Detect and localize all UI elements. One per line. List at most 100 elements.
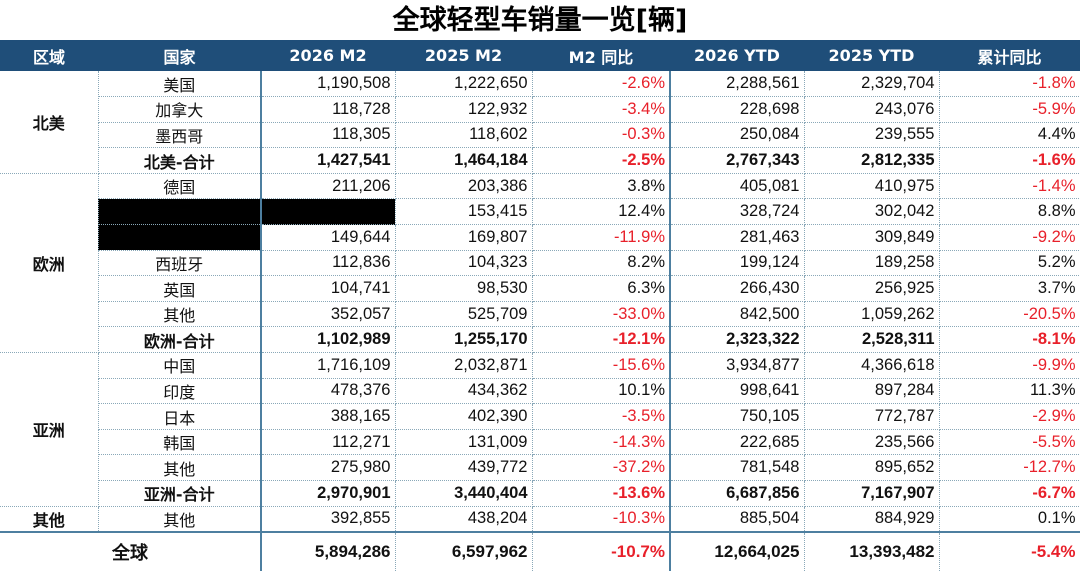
header-region: 区域 <box>0 40 98 71</box>
subtotal-label: 亚洲-合计 <box>98 480 262 507</box>
cell-m2-2025: 402,390 <box>395 403 533 430</box>
country-name: 其他 <box>98 301 262 328</box>
cell-m2-2026: 149,644 <box>261 224 396 251</box>
header-ytd-yoy: 累计同比 <box>939 40 1080 71</box>
cell-m2-2025: 438,204 <box>395 506 533 533</box>
cell-m2-2025: 1,222,650 <box>395 71 533 98</box>
cell-ytd-yoy: -1.6% <box>939 147 1080 174</box>
cell-m2-2026: 112,836 <box>261 250 396 277</box>
table-row: 149,644 169,807 -11.9% 281,463 309,849 -9.2% <box>0 224 1080 251</box>
cell-m2-yoy: -0.3% <box>532 122 671 149</box>
country-name: 美国 <box>98 71 262 98</box>
cell-ytd-yoy: 11.3% <box>939 378 1080 405</box>
cell-ytd-yoy: -12.7% <box>939 454 1080 481</box>
cell-m2-2025: 131,009 <box>395 429 533 456</box>
cell-ytd-2025: 410,975 <box>804 173 940 200</box>
cell-ytd-2026: 3,934,877 <box>670 352 805 379</box>
cell-ytd-2026: 781,548 <box>670 454 805 481</box>
cell-ytd-yoy: 5.2% <box>939 250 1080 277</box>
cell-ytd-2025: 1,059,262 <box>804 301 940 328</box>
cell-m2-2026: 1,190,508 <box>261 71 396 98</box>
cell-ytd-yoy: -1.8% <box>939 71 1080 98</box>
cell-m2-2026: 478,376 <box>261 378 396 405</box>
cell-ytd-yoy: -1.4% <box>939 173 1080 200</box>
cell-ytd-2026: 750,105 <box>670 403 805 430</box>
cell-ytd-2025: 772,787 <box>804 403 940 430</box>
table-row: 其他 352,057 525,709 -33.0% 842,500 1,059,262 -2… <box>0 301 1080 328</box>
cell-ytd-2025: 189,258 <box>804 250 940 277</box>
cell-ytd-yoy: 0.1% <box>939 506 1080 533</box>
cell-m2-2026: 118,728 <box>261 96 396 123</box>
subtotal-row: 欧洲-合计 1,102,989 1,255,170 -12.1% 2,323,322 2,… <box>0 326 1080 354</box>
sales-table: 区域 国家 2026 M2 2025 M2 M2 同比 2026 YTD 202… <box>0 40 1080 571</box>
cell-m2-2025: 98,530 <box>395 275 533 302</box>
subtotal-row: 亚洲-合计 2,970,901 3,440,404 -13.6% 6,687,856 7,… <box>0 480 1080 507</box>
cell-ytd-2025: 2,812,335 <box>804 147 940 174</box>
global-cell-ytd-2026: 12,664,025 <box>670 530 805 571</box>
cell-ytd-2026: 222,685 <box>670 429 805 456</box>
subtotal-label: 北美-合计 <box>98 147 262 174</box>
cell-m2-2025: 1,255,170 <box>395 326 533 354</box>
cell-m2-2025: 1,464,184 <box>395 147 533 174</box>
cell-m2-2025: 3,440,404 <box>395 480 533 507</box>
table-row: 日本 388,165 402,390 -3.5% 750,105 772,787 -2.9% <box>0 403 1080 430</box>
global-label: 全球 <box>0 530 262 571</box>
table-row: 欧洲 德国 211,206 203,386 3.8% 405,081 410,975 -1.4… <box>0 173 1080 354</box>
country-name: 韩国 <box>98 429 262 456</box>
table-row: 亚洲 中国 1,716,109 2,032,871 -15.6% 3,934,877 4,3… <box>0 352 1080 507</box>
cell-m2-yoy: 12.4% <box>532 198 671 226</box>
country-name: 德国 <box>98 173 262 200</box>
cell-ytd-2026: 842,500 <box>670 301 805 328</box>
cell-ytd-yoy: -5.9% <box>939 96 1080 123</box>
cell-ytd-2026: 266,430 <box>670 275 805 302</box>
cell-m2-2026: 1,102,989 <box>261 326 396 354</box>
country-name: 其他 <box>98 506 262 533</box>
cell-ytd-2026: 2,288,561 <box>670 71 805 98</box>
table-row: 英国 104,741 98,530 6.3% 266,430 256,925 3.7% <box>0 275 1080 302</box>
cell-ytd-2026: 281,463 <box>670 224 805 251</box>
table-row: 西班牙 112,836 104,323 8.2% 199,124 189,258 5.2% <box>0 250 1080 277</box>
cell-m2-yoy: -3.4% <box>532 96 671 123</box>
redacted-value <box>261 198 396 226</box>
cell-m2-2025: 2,032,871 <box>395 352 533 379</box>
cell-m2-2025: 439,772 <box>395 454 533 481</box>
header-m2-yoy: M2 同比 <box>532 40 670 71</box>
country-name: 墨西哥 <box>98 122 262 149</box>
cell-ytd-2026: 199,124 <box>670 250 805 277</box>
country-name: 西班牙 <box>98 250 262 277</box>
cell-ytd-2025: 7,167,907 <box>804 480 940 507</box>
cell-m2-2025: 203,386 <box>395 173 533 200</box>
country-name: 加拿大 <box>98 96 262 123</box>
cell-m2-2026: 118,305 <box>261 122 396 149</box>
cell-m2-2026: 388,165 <box>261 403 396 430</box>
cell-m2-yoy: -12.1% <box>532 326 671 354</box>
region-label: 北美 <box>0 71 99 174</box>
redacted-country <box>98 224 262 251</box>
cell-ytd-yoy: -8.1% <box>939 326 1080 354</box>
cell-m2-2026: 112,271 <box>261 429 396 456</box>
cell-m2-2026: 211,206 <box>261 173 396 200</box>
table-row: 印度 478,376 434,362 10.1% 998,641 897,284 11.3% <box>0 378 1080 405</box>
region-label: 欧洲 <box>0 173 99 354</box>
cell-m2-2025: 525,709 <box>395 301 533 328</box>
region-label: 亚洲 <box>0 352 99 507</box>
cell-m2-yoy: -2.6% <box>532 71 671 98</box>
cell-ytd-yoy: -2.9% <box>939 403 1080 430</box>
cell-ytd-2025: 243,076 <box>804 96 940 123</box>
cell-ytd-yoy: -9.2% <box>939 224 1080 251</box>
cell-ytd-yoy: -5.5% <box>939 429 1080 456</box>
table-row: 加拿大 118,728 122,932 -3.4% 228,698 243,076 -5.9… <box>0 96 1080 123</box>
header-ytd-2026: 2026 YTD <box>670 40 804 71</box>
cell-m2-2026: 1,716,109 <box>261 352 396 379</box>
cell-ytd-yoy: -20.5% <box>939 301 1080 328</box>
cell-m2-yoy: 6.3% <box>532 275 671 302</box>
table-row: 韩国 112,271 131,009 -14.3% 222,685 235,566 -5.5… <box>0 429 1080 456</box>
cell-m2-yoy: -37.2% <box>532 454 671 481</box>
cell-m2-2025: 434,362 <box>395 378 533 405</box>
cell-m2-yoy: 8.2% <box>532 250 671 277</box>
page-title: 全球轻型车销量一览[辆] <box>392 5 688 36</box>
cell-m2-yoy: -14.3% <box>532 429 671 456</box>
cell-m2-yoy: -10.3% <box>532 506 671 533</box>
cell-ytd-2026: 998,641 <box>670 378 805 405</box>
country-name: 英国 <box>98 275 262 302</box>
